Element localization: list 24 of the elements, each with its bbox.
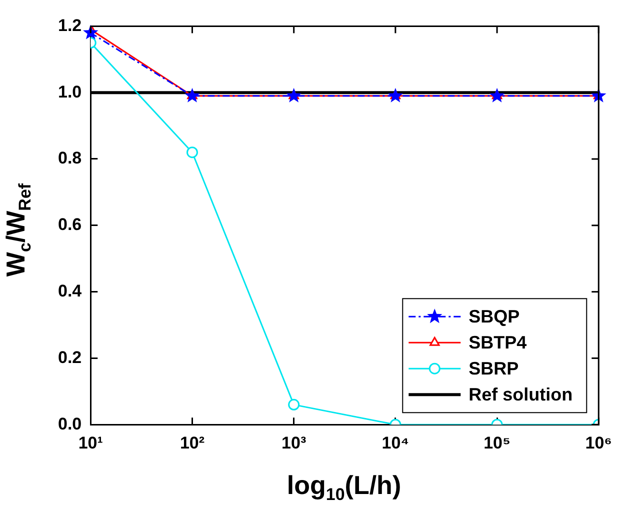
point <box>489 88 505 102</box>
x-axis-title: log$_{10}$(L/h) <box>286 470 402 506</box>
legend-label: Ref solution <box>468 384 573 405</box>
x-tick-label: 10³ <box>282 433 306 452</box>
y-tick-label: 1.0 <box>58 82 82 102</box>
point <box>184 88 200 102</box>
point <box>186 146 198 158</box>
y-tick-label: 0.2 <box>58 348 82 367</box>
point <box>286 88 302 102</box>
x-tick-label: 10¹ <box>78 433 104 452</box>
x-tick-label: 10⁵ <box>484 433 510 452</box>
legend-label: SBRP <box>468 358 519 379</box>
y-tick-label: 0.8 <box>58 148 82 168</box>
y-tick-label: 0.6 <box>58 215 82 234</box>
x-tick-label: 10⁴ <box>382 433 410 452</box>
legend-label: SBQP <box>468 306 520 327</box>
y-tick-label: 0.4 <box>58 281 82 300</box>
x-tick-label: 10⁶ <box>585 433 612 452</box>
point <box>388 88 404 102</box>
legend-label: SBTP4 <box>468 332 527 353</box>
point <box>83 24 98 40</box>
y-tick-label: 1.2 <box>58 16 82 35</box>
x-tick-label: 10² <box>180 433 205 452</box>
y-tick-label: 0.0 <box>58 414 82 434</box>
